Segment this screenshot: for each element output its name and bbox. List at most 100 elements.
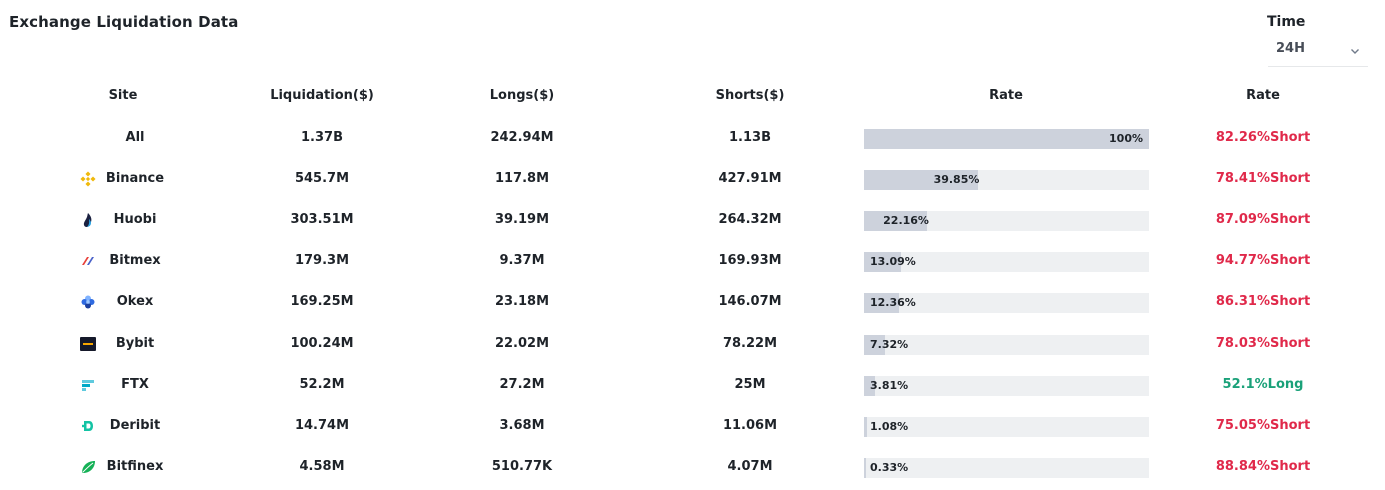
header-rate-text: Rate	[1246, 88, 1280, 103]
time-range-value: 24H	[1276, 41, 1305, 56]
bitmex-icon	[80, 253, 96, 269]
site-name: Binance	[105, 171, 165, 187]
rate-text: 87.09%Short	[1215, 212, 1311, 228]
site-name: FTX	[121, 376, 149, 392]
shorts-value: 169.93M	[718, 253, 782, 269]
time-label: Time	[1267, 14, 1306, 30]
table-row: Binance 545.7M 117.8M 427.91M 39.85% 78.41%Sh…	[0, 169, 1385, 210]
rate-bar: 13.09%	[864, 252, 1149, 273]
rate-bar-fill	[864, 375, 875, 396]
huobi-icon	[80, 212, 96, 228]
rate-text: 52.1%Long	[1222, 376, 1304, 392]
bitfinex-icon	[80, 459, 96, 475]
rate-bar: 22.16%	[864, 211, 1149, 232]
liquidation-value: 100.24M	[290, 335, 354, 351]
chevron-down-icon	[1351, 49, 1359, 54]
rate-bar-fill	[864, 170, 978, 191]
rate-text: 94.77%Short	[1215, 253, 1311, 269]
rate-text: 75.05%Short	[1215, 417, 1311, 433]
rate-text: 82.26%Short	[1215, 130, 1311, 145]
shorts-value: 25M	[734, 376, 766, 392]
rate-bar: 39.85%	[864, 170, 1149, 191]
header-shorts: Shorts($)	[715, 88, 785, 103]
rate-bar: 1.08%	[864, 416, 1149, 437]
site-name: Bitmex	[109, 253, 161, 269]
liquidation-value: 1.37B	[301, 130, 343, 145]
shorts-value: 1.13B	[729, 130, 771, 145]
rate-bar-label: 7.32%	[870, 337, 909, 351]
header-longs: Longs($)	[489, 88, 555, 103]
time-range-select[interactable]: 24H	[1268, 37, 1368, 67]
site-name: Huobi	[113, 212, 157, 228]
okex-icon	[80, 294, 96, 310]
table-row: Deribit 14.74M 3.68M 11.06M 1.08% 75.05%Short	[0, 416, 1385, 457]
rate-bar-label: 1.08%	[870, 419, 909, 433]
rate-bar-fill	[864, 416, 868, 437]
longs-value: 27.2M	[499, 376, 545, 392]
table-row: Bitfinex 4.58M 510.77K 4.07M 0.33% 88.84%Shor…	[0, 457, 1385, 490]
liquidation-value: 179.3M	[294, 253, 350, 269]
rate-bar-fill	[864, 252, 902, 273]
longs-value: 117.8M	[494, 171, 550, 187]
shorts-value: 4.07M	[727, 458, 773, 474]
liquidation-value: 4.58M	[299, 458, 345, 474]
rate-text: 78.03%Short	[1215, 335, 1311, 351]
rate-bar-label: 3.81%	[870, 378, 909, 392]
binance-icon	[80, 171, 96, 187]
longs-value: 3.68M	[499, 417, 545, 433]
rate-text: 88.84%Short	[1215, 458, 1311, 474]
rate-bar-label: 39.85%	[933, 173, 980, 187]
shorts-value: 11.06M	[722, 417, 778, 433]
table-row: FTX 52.2M 27.2M 25M 3.81% 52.1%Long	[0, 375, 1385, 416]
site-name: Bybit	[115, 335, 155, 351]
rate-bar-fill	[864, 334, 885, 355]
rate-bar-label: 22.16%	[883, 214, 929, 228]
table-row: Huobi 303.51M 39.19M 264.32M 22.16% 87.09%Sho…	[0, 210, 1385, 251]
bybit-icon	[80, 336, 96, 352]
longs-value: 23.18M	[494, 294, 550, 310]
rate-text: 78.41%Short	[1215, 171, 1311, 187]
longs-value: 39.19M	[494, 212, 550, 228]
table-row: All 1.37B 242.94M 1.13B 100% 82.26%Short	[0, 128, 1385, 169]
ftx-icon	[80, 377, 96, 393]
rate-text: 86.31%Short	[1215, 294, 1311, 310]
liquidation-value: 545.7M	[294, 171, 350, 187]
rate-bar-fill	[864, 211, 928, 232]
rate-bar-label: 100%	[1109, 132, 1143, 145]
liquidation-value: 303.51M	[290, 212, 354, 228]
header-rate-bar: Rate	[989, 88, 1023, 103]
site-name: Deribit	[109, 417, 161, 433]
rate-bar: 0.33%	[864, 457, 1149, 478]
shorts-value: 427.91M	[718, 171, 782, 187]
table-row: Bitmex 179.3M 9.37M 169.93M 13.09% 94.77%Shor…	[0, 251, 1385, 292]
rate-bar: 100%	[864, 129, 1149, 149]
rate-bar: 7.32%	[864, 334, 1149, 355]
site-name: All	[125, 130, 145, 145]
rate-bar-label: 13.09%	[870, 255, 916, 269]
rate-bar-fill	[864, 129, 1149, 149]
site-name: Bitfinex	[106, 458, 164, 474]
liquidation-value: 169.25M	[290, 294, 354, 310]
table-row: Bybit 100.24M 22.02M 78.22M 7.32% 78.03%Short	[0, 334, 1385, 375]
page-title: Exchange Liquidation Data	[9, 13, 239, 31]
rate-bar-fill	[864, 457, 866, 478]
site-name: Okex	[116, 294, 154, 310]
shorts-value: 78.22M	[722, 335, 778, 351]
rate-bar-label: 0.33%	[870, 460, 909, 474]
longs-value: 242.94M	[490, 130, 554, 145]
longs-value: 9.37M	[499, 253, 545, 269]
header-site: Site	[108, 88, 138, 103]
liquidation-value: 52.2M	[299, 376, 345, 392]
rate-bar: 3.81%	[864, 375, 1149, 396]
rate-bar-label: 12.36%	[870, 296, 916, 310]
shorts-value: 264.32M	[718, 212, 782, 228]
header-liquidation: Liquidation($)	[270, 88, 374, 103]
deribit-icon	[80, 418, 96, 434]
shorts-value: 146.07M	[718, 294, 782, 310]
table-row: Okex 169.25M 23.18M 146.07M 12.36% 86.31%Shor…	[0, 292, 1385, 333]
rate-bar: 12.36%	[864, 293, 1149, 314]
longs-value: 22.02M	[494, 335, 550, 351]
longs-value: 510.77K	[491, 458, 553, 474]
liquidation-value: 14.74M	[294, 417, 350, 433]
rate-bar-fill	[864, 293, 900, 314]
